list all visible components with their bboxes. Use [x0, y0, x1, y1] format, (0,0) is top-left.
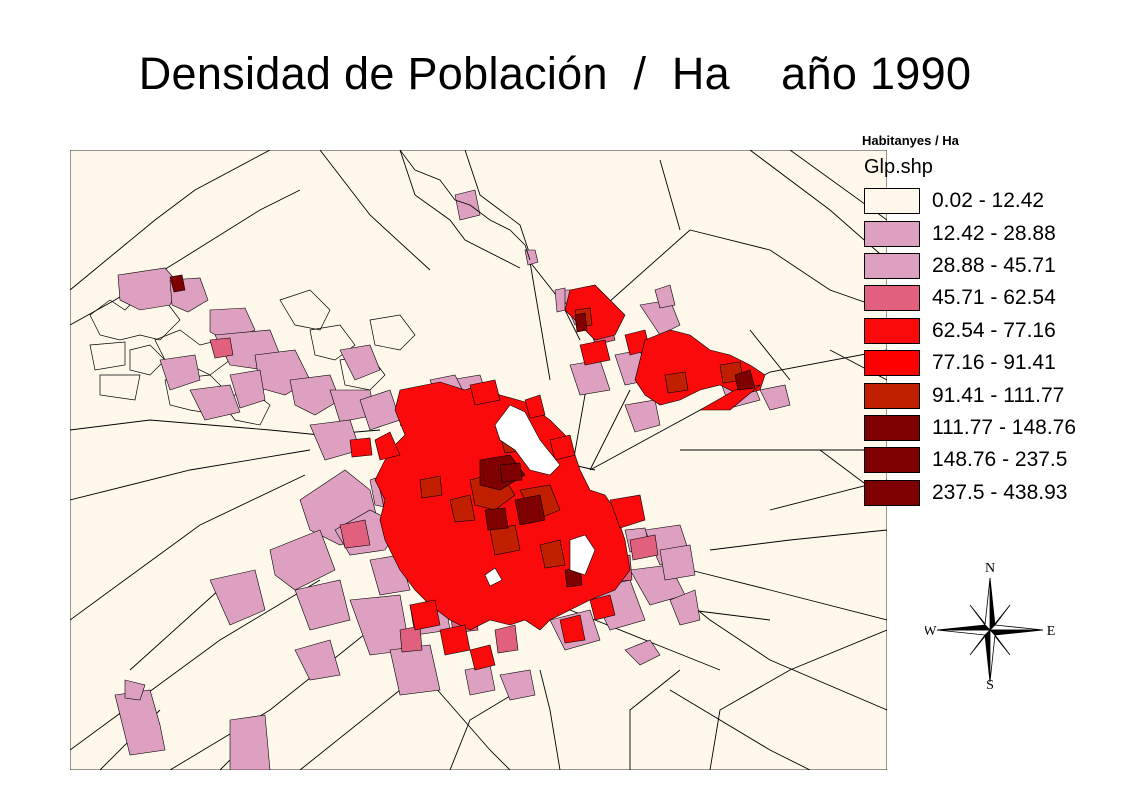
compass-west-point: [936, 629, 991, 636]
legend-item: 77.16 - 91.41: [862, 347, 1117, 379]
legend-item: 0.02 - 12.42: [862, 185, 1117, 217]
legend-label: 12.42 - 28.88: [932, 221, 1056, 245]
legend-rows: 0.02 - 12.42 12.42 - 28.88 28.88 - 45.71 45…: [862, 185, 1117, 509]
legend-item: 148.76 - 237.5: [862, 444, 1117, 476]
compass-s-label: S: [986, 678, 994, 690]
compass-north-point: [989, 577, 996, 631]
legend-item: 12.42 - 28.88: [862, 217, 1117, 249]
legend-label: 28.88 - 45.71: [932, 253, 1056, 277]
legend-swatch: [864, 252, 920, 279]
legend-swatch: [864, 317, 920, 344]
legend-label: 62.54 - 77.16: [932, 318, 1056, 342]
legend-layer-name: Glp.shp: [864, 156, 933, 178]
legend-item: 45.71 - 62.54: [862, 282, 1117, 314]
compass-south-point: [984, 629, 991, 683]
map-title: Densidad de Población / Ha año 1990: [138, 48, 972, 99]
compass-n-label: N: [985, 561, 995, 576]
legend-item: 62.54 - 77.16: [862, 315, 1117, 347]
legend-item: 237.5 - 438.93: [862, 477, 1117, 509]
legend-label: 0.02 - 12.42: [932, 189, 1045, 213]
legend-swatch: [864, 447, 920, 474]
legend-item: 111.77 - 148.76: [862, 412, 1117, 444]
legend-label: 91.41 - 111.77: [932, 383, 1065, 407]
legend-label: 77.16 - 91.41: [932, 351, 1056, 375]
legend-item: 28.88 - 45.71: [862, 250, 1117, 282]
population-density-map[interactable]: [70, 150, 887, 770]
legend-label: 111.77 - 148.76: [932, 415, 1077, 439]
compass-east-point: [989, 624, 1044, 631]
coastline: [399, 150, 531, 261]
open-areas: [484, 404, 596, 587]
compass-w-label: W: [925, 624, 937, 639]
legend-swatch: [864, 285, 920, 312]
compass-e-label: E: [1047, 624, 1055, 639]
legend-swatch: [864, 220, 920, 247]
legend-swatch: [864, 414, 920, 441]
legend-swatch: [864, 479, 920, 506]
legend-heading: Habitanyes / Ha: [862, 133, 959, 148]
legend-label: 148.76 - 237.5: [932, 448, 1068, 472]
legend-item: 91.41 - 111.77: [862, 379, 1117, 411]
legend-label: 237.5 - 438.93: [932, 480, 1068, 504]
density-darkred-parcels: [169, 274, 756, 588]
legend-swatch: [864, 188, 920, 215]
legend-swatch: [864, 350, 920, 377]
legend-swatch: [864, 382, 920, 409]
north-arrow-compass: N S E W: [925, 561, 1055, 690]
legend-label: 45.71 - 62.54: [932, 286, 1056, 310]
map-legend: Habitanyes / Ha Glp.shp 0.02 - 12.42 12.4…: [862, 133, 1117, 509]
